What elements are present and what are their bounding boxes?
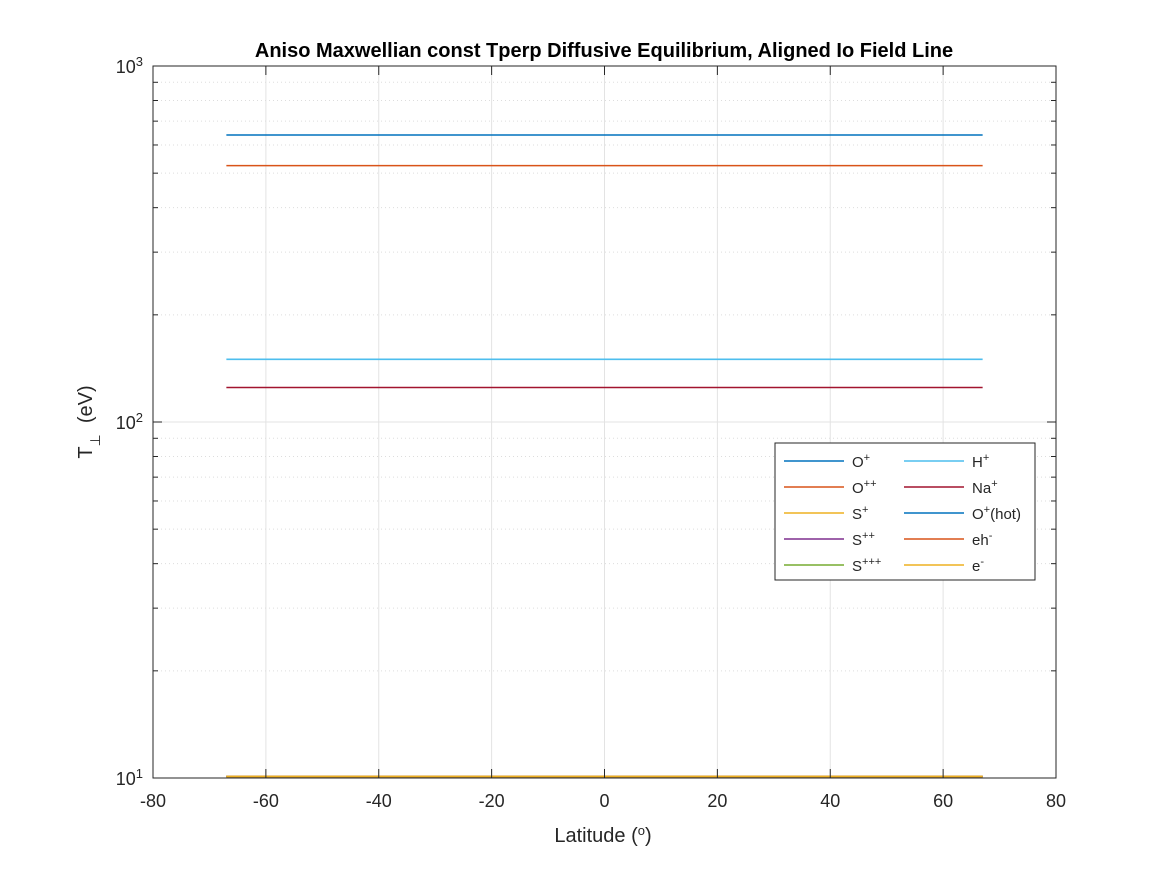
legend-species-name: H	[972, 454, 983, 471]
y-tick-label-base: 10	[116, 413, 136, 433]
x-axis-label: Latitude (o)	[554, 823, 651, 848]
legend-entry-label: S+++	[852, 556, 881, 575]
y-tick-label: 101	[116, 766, 143, 790]
x-tick-label: 40	[820, 791, 840, 811]
y-tick-label-exponent: 1	[136, 766, 143, 781]
y-tick-label-base: 10	[116, 769, 136, 789]
legend-charge-superscript: +	[864, 452, 870, 464]
y-tick-label: 102	[116, 410, 143, 434]
legend-species-name: S	[852, 532, 862, 549]
legend-charge-superscript: +	[983, 452, 989, 464]
legend-entry-label: O+	[852, 452, 870, 471]
x-axis-label-text: Latitude (	[554, 825, 638, 847]
x-tick-label: -80	[140, 791, 166, 811]
legend-species-name: S	[852, 558, 862, 575]
legend-species-name: Na	[972, 480, 992, 497]
legend-box	[774, 442, 1036, 581]
y-axis-label: T⊥ (eV)	[75, 385, 103, 458]
legend-entry-label: O++	[852, 478, 877, 497]
y-tick-label-base: 10	[116, 57, 136, 77]
legend-species-name: O	[972, 506, 984, 523]
x-tick-label: 0	[599, 791, 609, 811]
legend-species-name: e	[972, 558, 980, 575]
legend-species-name: eh	[972, 532, 989, 549]
legend-charge-superscript: ++	[864, 478, 877, 490]
x-tick-label: -60	[253, 791, 279, 811]
y-axis-label-perp: ⊥	[87, 434, 103, 446]
legend-entry-label: O+(hot)	[972, 504, 1021, 523]
y-axis-label-unit: (eV)	[75, 385, 97, 434]
legend-species-suffix: (hot)	[990, 506, 1021, 523]
legend-charge-superscript: +++	[862, 556, 881, 568]
legend-charge-superscript: +	[991, 478, 997, 490]
legend-entry-label: eh-	[972, 530, 993, 549]
legend-entry-label: H+	[972, 452, 989, 471]
legend-species-name: O	[852, 454, 864, 471]
y-tick-label: 103	[116, 54, 143, 78]
x-tick-label: 80	[1046, 791, 1066, 811]
legend-species-name: O	[852, 480, 864, 497]
tick-layer	[152, 65, 1057, 779]
legend-entry-label: S++	[852, 530, 875, 549]
legend-species-name: S	[852, 506, 862, 523]
legend-entry-label: Na+	[972, 478, 998, 497]
y-tick-label-exponent: 3	[136, 54, 143, 69]
legend-charge-superscript: +	[984, 504, 990, 516]
legend-charge-superscript: -	[980, 556, 984, 568]
legend: O+O++S+S++S+++H+Na+O+(hot)eh-e-	[774, 442, 1036, 581]
series-layer	[226, 134, 983, 778]
legend-charge-superscript: -	[989, 530, 993, 542]
x-axis-label-degree: o	[638, 823, 645, 838]
x-tick-label: -40	[366, 791, 392, 811]
legend-entry-label: e-	[972, 556, 984, 575]
y-axis-label-symbol: T	[75, 446, 97, 458]
chart-title: Aniso Maxwellian const Tperp Diffusive E…	[255, 40, 953, 62]
legend-charge-superscript: ++	[862, 530, 875, 542]
x-tick-label: -20	[479, 791, 505, 811]
x-tick-label: 60	[933, 791, 953, 811]
x-axis-label-suffix: )	[645, 825, 652, 847]
legend-charge-superscript: +	[862, 504, 868, 516]
x-tick-label: 20	[707, 791, 727, 811]
legend-entry-label: S+	[852, 504, 868, 523]
y-tick-label-exponent: 2	[136, 410, 143, 425]
